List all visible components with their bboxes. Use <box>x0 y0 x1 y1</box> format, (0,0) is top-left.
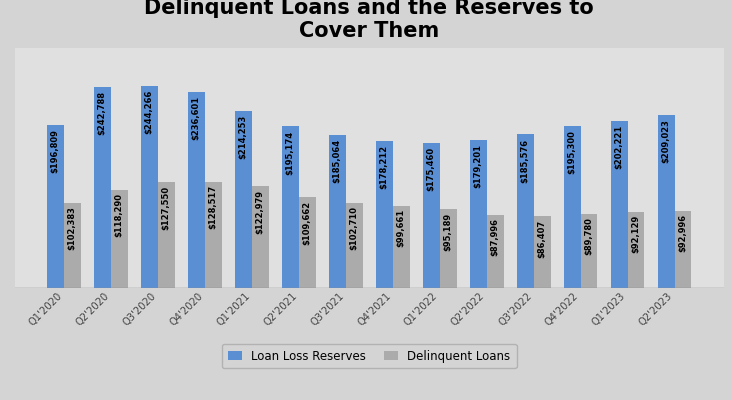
Bar <box>517 134 534 288</box>
Text: $214,253: $214,253 <box>239 115 248 159</box>
Text: $89,780: $89,780 <box>585 217 594 255</box>
Text: $118,290: $118,290 <box>115 194 124 238</box>
Text: $102,710: $102,710 <box>349 206 359 250</box>
Text: $236,601: $236,601 <box>192 96 201 140</box>
Text: $86,407: $86,407 <box>537 220 547 258</box>
Bar <box>627 212 645 288</box>
Text: $196,809: $196,809 <box>51 129 60 173</box>
Bar <box>470 140 487 288</box>
Bar <box>610 121 627 288</box>
Legend: Loan Loss Reserves, Delinquent Loans: Loan Loss Reserves, Delinquent Loans <box>221 344 517 368</box>
Title: Delinquent Loans and the Reserves to
Cover Them: Delinquent Loans and the Reserves to Cov… <box>144 0 594 41</box>
Bar <box>423 143 439 288</box>
Bar <box>235 111 251 288</box>
Text: $87,996: $87,996 <box>491 218 499 256</box>
Bar <box>47 125 64 288</box>
Text: $128,517: $128,517 <box>208 185 218 229</box>
Text: $195,300: $195,300 <box>568 130 577 174</box>
Text: $202,221: $202,221 <box>615 125 624 169</box>
Bar <box>376 140 393 288</box>
Text: $102,383: $102,383 <box>68 206 77 250</box>
Text: $185,064: $185,064 <box>333 139 341 183</box>
Text: $209,023: $209,023 <box>662 119 670 163</box>
Bar <box>141 86 158 288</box>
Text: $95,189: $95,189 <box>444 212 452 251</box>
Bar <box>580 214 597 288</box>
Bar <box>658 115 675 288</box>
Text: $175,460: $175,460 <box>427 147 436 191</box>
Bar <box>251 186 268 288</box>
Bar <box>111 190 128 288</box>
Bar <box>329 135 346 288</box>
Bar <box>158 182 175 288</box>
Bar <box>487 215 504 288</box>
Bar <box>281 126 299 288</box>
Text: $109,662: $109,662 <box>303 200 311 245</box>
Bar <box>346 203 363 288</box>
Text: $127,550: $127,550 <box>162 186 170 230</box>
Text: $179,201: $179,201 <box>474 144 482 188</box>
Bar <box>299 197 316 288</box>
Text: $195,174: $195,174 <box>286 131 295 175</box>
Bar <box>675 211 692 288</box>
Text: $185,576: $185,576 <box>520 138 530 183</box>
Bar <box>205 182 221 288</box>
Text: $244,266: $244,266 <box>145 90 154 134</box>
Text: $92,129: $92,129 <box>632 215 640 253</box>
Bar <box>393 206 409 288</box>
Bar <box>94 87 111 288</box>
Bar <box>64 203 80 288</box>
Text: $99,661: $99,661 <box>397 209 406 247</box>
Bar <box>188 92 205 288</box>
Text: $178,212: $178,212 <box>379 145 389 189</box>
Text: $122,979: $122,979 <box>256 190 265 234</box>
Text: $92,996: $92,996 <box>678 214 687 252</box>
Bar <box>534 216 550 288</box>
Bar <box>564 126 580 288</box>
Bar <box>439 209 457 288</box>
Text: $242,788: $242,788 <box>98 91 107 135</box>
